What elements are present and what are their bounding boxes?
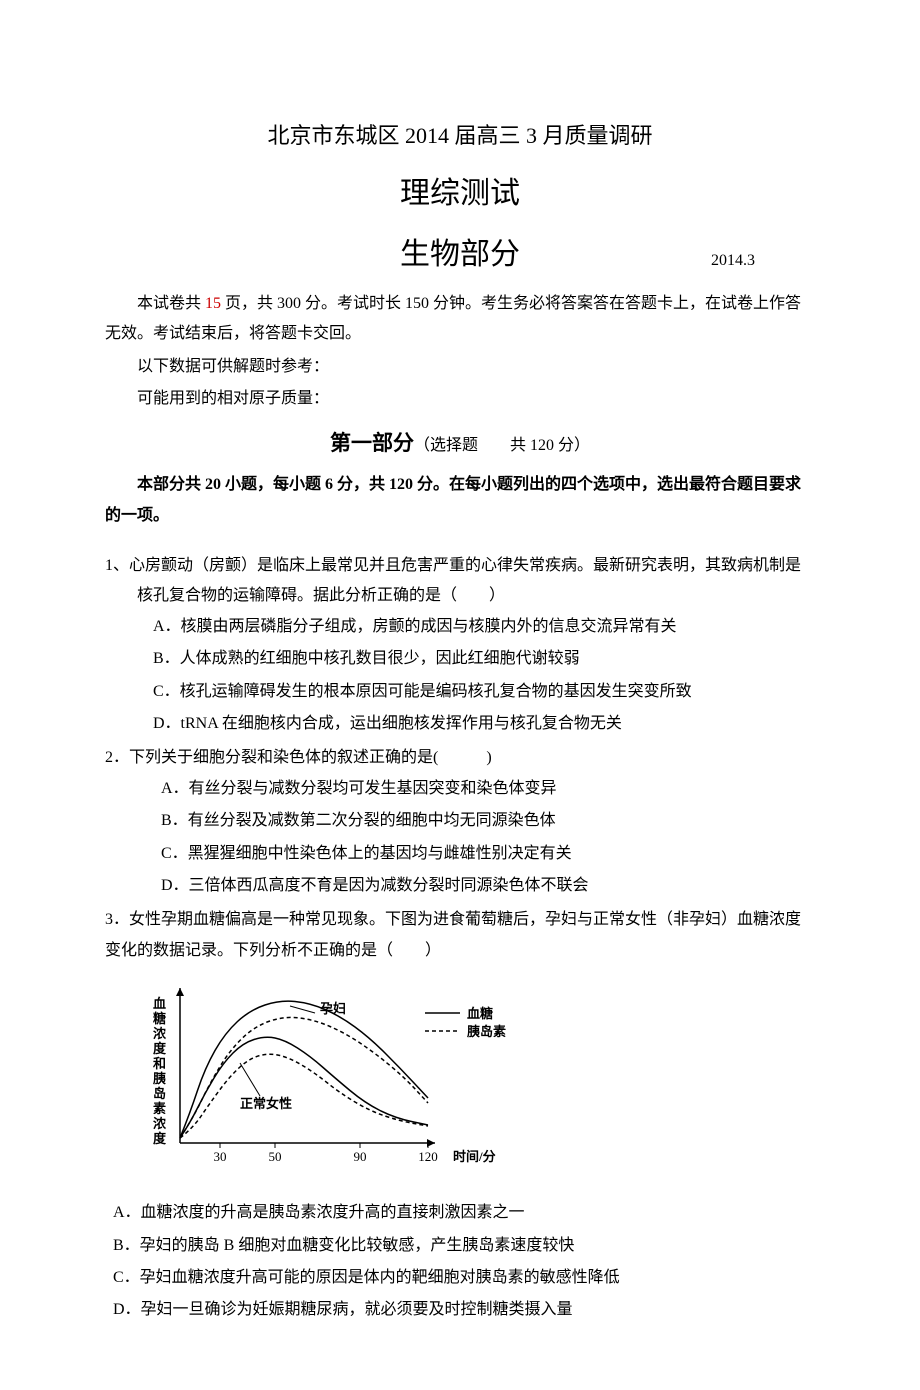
part-instruction: 本部分共 20 小题，每小题 6 分，共 120 分。在每小题列出的四个选项中，… xyxy=(105,470,815,531)
q2-stem: 2．下列关于细胞分裂和染色体的叙述正确的是( ) xyxy=(105,743,815,773)
q1-option-d: D．tRNA 在细胞核内合成，运出细胞核发挥作用与核孔复合物无关 xyxy=(105,709,815,739)
question-3: 3．女性孕期血糖偏高是一种常见现象。下图为进食葡萄糖后，孕妇与正常女性（非孕妇）… xyxy=(105,905,815,1325)
svg-text:胰: 胰 xyxy=(153,1071,166,1086)
q3-option-c: C．孕妇血糖浓度升高可能的原因是体内的靶细胞对胰岛素的敏感性降低 xyxy=(105,1263,815,1293)
part-label-bold: 第一部分 xyxy=(330,431,414,455)
svg-text:50: 50 xyxy=(269,1149,282,1164)
svg-text:孕妇: 孕妇 xyxy=(320,1001,346,1016)
svg-text:30: 30 xyxy=(214,1149,227,1164)
q2-option-d: D．三倍体西瓜高度不育是因为减数分裂时同源染色体不联会 xyxy=(105,871,815,901)
q1-option-c: C．核孔运输障碍发生的根本原因可能是编码核孔复合物的基因发生突变所致 xyxy=(105,677,815,707)
q3-stem: 3．女性孕期血糖偏高是一种常见现象。下图为进食葡萄糖后，孕妇与正常女性（非孕妇）… xyxy=(105,905,815,966)
q2-option-b: B．有丝分裂及减数第二次分裂的细胞中均无同源染色体 xyxy=(105,806,815,836)
svg-text:120: 120 xyxy=(418,1149,438,1164)
section-text: 生物部分 xyxy=(400,238,520,271)
svg-text:糖: 糖 xyxy=(153,1011,166,1026)
q1-option-a: A．核膜由两层磷脂分子组成，房颤的成因与核膜内外的信息交流异常有关 xyxy=(105,612,815,642)
intro-paragraph-1: 本试卷共 15 页，共 300 分。考试时长 150 分钟。考生务必将答案答在答… xyxy=(105,289,815,350)
part-label-normal: （选择题 共 120 分） xyxy=(414,437,590,454)
svg-text:素: 素 xyxy=(153,1101,166,1116)
svg-text:血: 血 xyxy=(153,996,166,1011)
part-header: 第一部分（选择题 共 120 分） xyxy=(105,424,815,464)
intro-p1-red: 15 xyxy=(205,295,221,312)
svg-text:90: 90 xyxy=(354,1149,367,1164)
q1-stem: 1、心房颤动（房颤）是临床上最常见并且危害严重的心律失常疾病。最新研究表明，其致… xyxy=(105,551,815,612)
svg-text:浓: 浓 xyxy=(153,1116,167,1131)
svg-text:胰岛素: 胰岛素 xyxy=(467,1024,506,1039)
intro-paragraph-3: 可能用到的相对原子质量： xyxy=(105,384,815,414)
question-2: 2．下列关于细胞分裂和染色体的叙述正确的是( ) A．有丝分裂与减数分裂均可发生… xyxy=(105,743,815,901)
svg-text:岛: 岛 xyxy=(153,1086,166,1101)
svg-text:时间/分: 时间/分 xyxy=(453,1149,496,1164)
svg-text:血糖: 血糖 xyxy=(467,1006,493,1021)
svg-text:和: 和 xyxy=(153,1056,166,1071)
q2-option-c: C．黑猩猩细胞中性染色体上的基因均与雌雄性别决定有关 xyxy=(105,839,815,869)
q1-option-b: B．人体成熟的红细胞中核孔数目很少，因此红细胞代谢较弱 xyxy=(105,644,815,674)
svg-text:度: 度 xyxy=(153,1041,167,1056)
intro-p1-before: 本试卷共 xyxy=(137,295,205,312)
svg-text:正常女性: 正常女性 xyxy=(240,1096,292,1111)
svg-text:度: 度 xyxy=(153,1131,167,1146)
q3-option-a: A．血糖浓度的升高是胰岛素浓度升高的直接刺激因素之一 xyxy=(105,1198,815,1228)
question-1: 1、心房颤动（房颤）是临床上最常见并且危害严重的心律失常疾病。最新研究表明，其致… xyxy=(105,551,815,739)
exam-date: 2014.3 xyxy=(711,246,755,276)
intro-paragraph-2: 以下数据可供解题时参考： xyxy=(105,352,815,382)
q2-option-a: A．有丝分裂与减数分裂均可发生基因突变和染色体变异 xyxy=(105,774,815,804)
q3-option-d: D．孕妇一旦确诊为妊娠期糖尿病，就必须要及时控制糖类摄入量 xyxy=(105,1295,815,1325)
exam-subtitle: 理综测试 xyxy=(105,165,815,222)
q3-option-b: B．孕妇的胰岛 B 细胞对血糖变化比较敏感，产生胰岛素速度较快 xyxy=(105,1231,815,1261)
exam-section: 生物部分 2014.3 xyxy=(105,226,815,283)
chart-container: 305090120血糖浓度和胰岛素浓度时间/分孕妇正常女性血糖胰岛素 xyxy=(135,978,815,1178)
exam-title: 北京市东城区 2014 届高三 3 月质量调研 xyxy=(105,115,815,157)
svg-text:浓: 浓 xyxy=(153,1026,167,1041)
q1-stem-text: 1、心房颤动（房颤）是临床上最常见并且危害严重的心律失常疾病。最新研究表明，其致… xyxy=(105,557,801,604)
q3-chart: 305090120血糖浓度和胰岛素浓度时间/分孕妇正常女性血糖胰岛素 xyxy=(135,978,525,1178)
